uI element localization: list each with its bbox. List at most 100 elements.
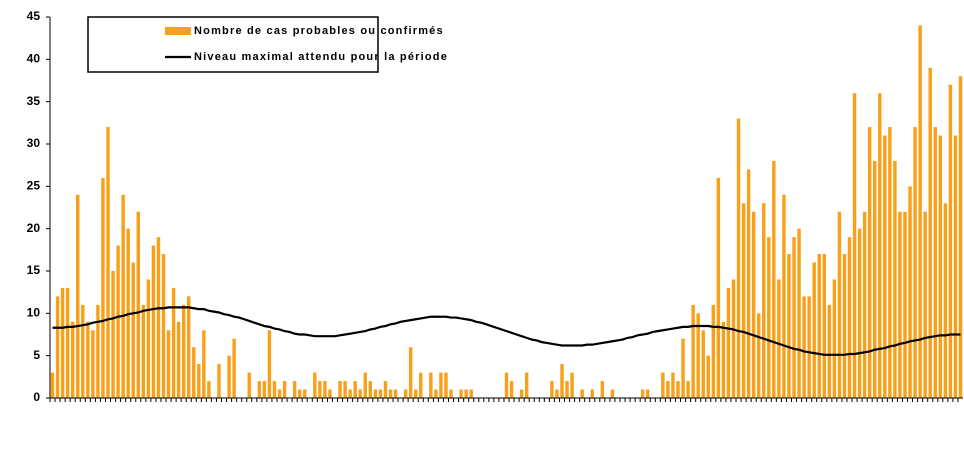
bar [106, 127, 110, 399]
bar [883, 135, 887, 399]
bar [509, 381, 514, 398]
bar [343, 381, 347, 398]
bar [550, 381, 554, 398]
bar [524, 372, 529, 398]
bar [958, 76, 963, 399]
bar [787, 254, 791, 398]
bar [827, 304, 832, 398]
bar [81, 304, 85, 398]
bar [459, 389, 463, 398]
bar [711, 304, 716, 398]
bar [756, 313, 761, 398]
bar [908, 186, 912, 398]
y-tick-label: 40 [27, 52, 41, 66]
bar [60, 287, 65, 398]
bar [878, 93, 882, 398]
bar [101, 177, 105, 398]
bar [726, 287, 731, 398]
bar [444, 372, 448, 398]
legend-box [87, 16, 379, 73]
bar [353, 381, 357, 398]
bar [731, 279, 736, 398]
bar [928, 67, 932, 399]
bar [852, 93, 857, 398]
bar [70, 321, 75, 398]
bar [171, 287, 176, 398]
bar [247, 372, 251, 398]
bar [323, 381, 327, 398]
y-tick-label: 15 [27, 263, 41, 277]
bar [701, 330, 705, 398]
bar [50, 372, 55, 398]
line [52, 306, 961, 356]
bar [469, 389, 473, 398]
bar [898, 211, 902, 398]
bar [772, 160, 776, 398]
bar [181, 304, 186, 398]
bar [297, 389, 302, 398]
bar [580, 389, 584, 398]
bar [681, 338, 685, 398]
bar [217, 364, 221, 398]
bar [388, 389, 393, 398]
bar [646, 389, 650, 398]
bar [943, 203, 948, 398]
bar [272, 381, 277, 398]
bar [227, 355, 231, 398]
bar [661, 372, 665, 398]
y-tick-label: 10 [27, 306, 41, 320]
bar [953, 135, 958, 399]
bar [292, 381, 297, 398]
bar [691, 304, 695, 398]
bar [802, 296, 806, 398]
bar [782, 194, 786, 398]
bar [903, 211, 907, 398]
bar [570, 372, 574, 398]
bar [671, 372, 675, 398]
bar [429, 372, 433, 398]
bar [812, 262, 816, 398]
bar [560, 364, 564, 398]
bar [867, 127, 872, 399]
bar [86, 321, 90, 398]
bar [373, 389, 378, 398]
bar [161, 254, 166, 398]
bar [913, 127, 917, 399]
bar [767, 237, 771, 398]
bar [847, 237, 852, 398]
bar [666, 381, 670, 398]
bar [232, 338, 236, 398]
bar [736, 118, 741, 398]
bar [403, 389, 408, 398]
bar [408, 347, 413, 398]
bar [948, 84, 953, 398]
bar [933, 127, 937, 399]
bar [151, 245, 156, 398]
bar [156, 237, 161, 398]
bar [797, 228, 801, 398]
bar [721, 321, 726, 398]
bar [600, 381, 605, 398]
y-tick-label: 35 [27, 94, 41, 108]
bar [439, 372, 443, 398]
bar [610, 389, 615, 398]
bar [792, 237, 796, 398]
bar [96, 304, 100, 398]
legend-swatch [165, 27, 191, 35]
bar [716, 177, 721, 398]
bar [111, 271, 115, 398]
bar [121, 194, 125, 398]
bar [419, 372, 423, 398]
bar [328, 389, 332, 398]
bar [893, 160, 897, 398]
legend-label: Nombre de cas probables ou confirmés [194, 25, 444, 37]
bar [338, 381, 342, 398]
bar [434, 389, 438, 398]
bar [192, 347, 196, 398]
bar [640, 389, 645, 398]
bar [313, 372, 317, 398]
bar [842, 254, 847, 398]
bar [918, 25, 922, 398]
bar [862, 211, 867, 398]
bar [176, 321, 181, 398]
